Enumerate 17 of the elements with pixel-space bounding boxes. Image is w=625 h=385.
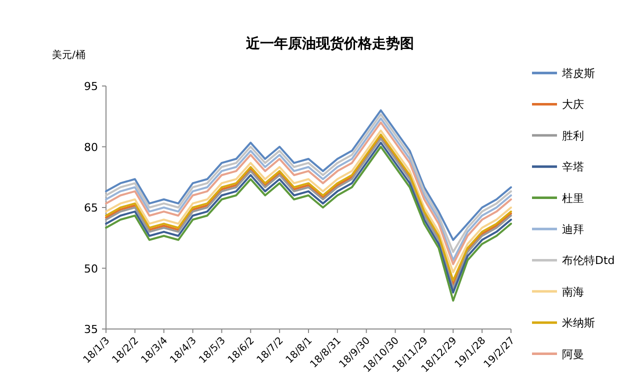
legend-label: 杜里 xyxy=(562,192,584,205)
legend-label: 南海 xyxy=(562,285,584,298)
y-tick-label: 80 xyxy=(84,140,98,154)
legend-label: 迪拜 xyxy=(562,223,584,236)
legend-label: 塔皮斯 xyxy=(561,67,595,80)
y-tick-label: 95 xyxy=(84,80,98,93)
legend-label: 布伦特Dtd xyxy=(562,254,615,268)
legend-label: 米纳斯 xyxy=(562,316,595,330)
y-axis-title: 美元/桶 xyxy=(52,49,86,61)
chart-title: 近一年原油现货价格走势图 xyxy=(245,35,414,52)
y-tick-label: 35 xyxy=(84,323,98,336)
legend-label: 大庆 xyxy=(562,98,584,112)
y-tick-label: 50 xyxy=(84,262,98,276)
y-tick-label: 65 xyxy=(84,202,98,214)
legend-label: 胜利 xyxy=(562,129,584,142)
legend-label: 辛塔 xyxy=(562,160,584,174)
legend-label: 阿曼 xyxy=(562,348,584,361)
